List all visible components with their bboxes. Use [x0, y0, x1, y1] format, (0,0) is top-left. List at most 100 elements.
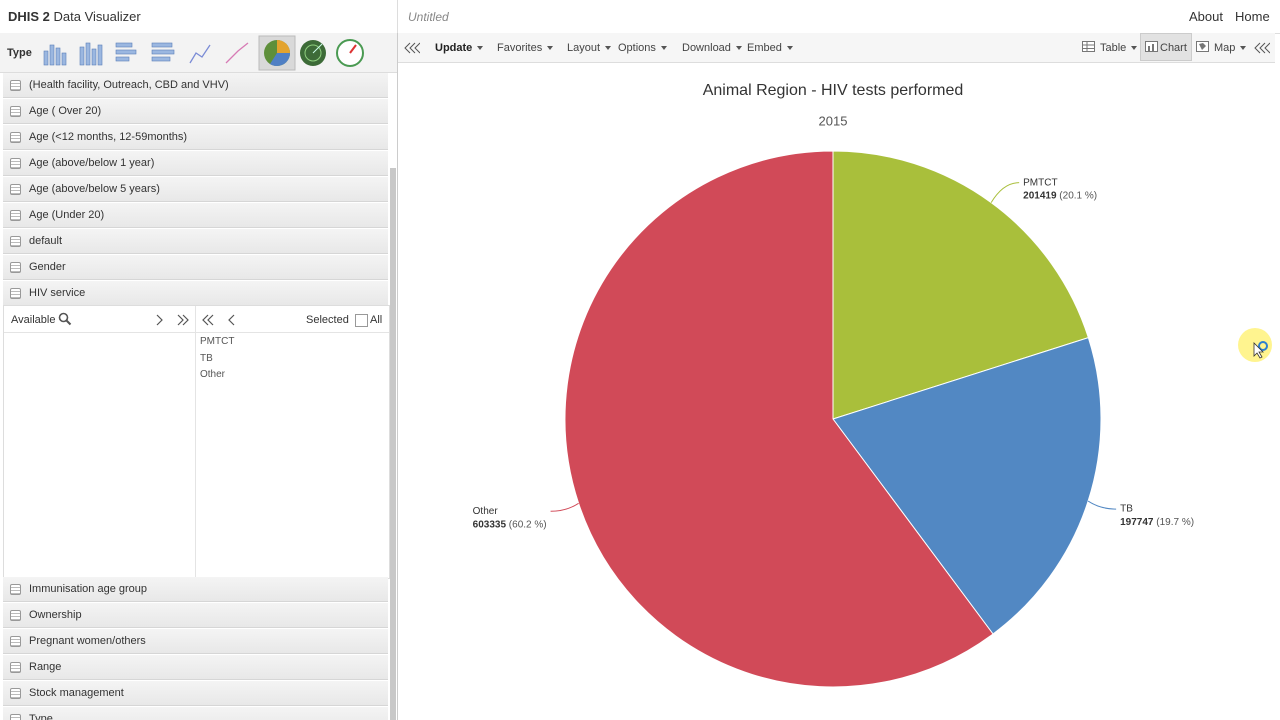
search-icon[interactable] [58, 312, 72, 326]
left-panel: Type (Health facility, Outreach, CBD and… [0, 33, 398, 720]
select-arrows[interactable] [154, 314, 194, 326]
dimension-row[interactable]: HIV service [3, 281, 388, 306]
value-number: 201419 [1023, 190, 1057, 201]
selected-item[interactable]: PMTCT [200, 336, 235, 347]
toolbar-button[interactable]: Chart [1160, 42, 1187, 54]
type-bar: Type [0, 33, 397, 73]
deselect-arrows[interactable] [200, 314, 240, 326]
value-number: 197747 [1120, 517, 1154, 528]
dimension-label: Age ( Over 20) [29, 105, 102, 117]
dimension-icon [10, 610, 21, 621]
dimension-row[interactable]: Age (above/below 1 year) [3, 151, 388, 176]
dimension-icon [10, 288, 21, 299]
value-percent: (20.1 %) [1059, 190, 1097, 201]
dimension-icon [10, 236, 21, 247]
dimension-row[interactable]: Type [3, 707, 388, 720]
dimension-label: Type [29, 713, 53, 720]
type-label: Type [7, 47, 32, 59]
toolbar: Update Favorites Layout Options Download Embe… [398, 33, 1275, 63]
toolbar-button[interactable]: Table [1100, 42, 1137, 54]
dimension-icon [10, 210, 21, 221]
brand: DHIS 2 [8, 9, 50, 24]
value-percent: (60.2 %) [509, 519, 547, 530]
dimension-row[interactable]: Age ( Over 20) [3, 99, 388, 124]
dimension-row[interactable]: Ownership [3, 603, 388, 628]
toolbar-button[interactable]: Embed [747, 42, 793, 54]
dimension-label: Age (Under 20) [29, 209, 105, 221]
selector-header [4, 306, 389, 333]
data-label: PMTCT 201419 (20.1 %) [1023, 177, 1097, 201]
table-icon [1082, 41, 1095, 52]
dimension-icon [10, 158, 21, 169]
pie-slice [832, 150, 1089, 420]
toolbar-button[interactable]: Layout [567, 42, 611, 54]
label-name: Other [473, 506, 499, 517]
home-link[interactable]: Home [1235, 9, 1270, 24]
selected-item[interactable]: TB [200, 352, 213, 364]
selector: Available Selected All PMTCT TB Other [3, 305, 390, 579]
app-name: Data Visualizer [53, 9, 141, 24]
dimension-icon [10, 132, 21, 143]
label-value: 603335 (60.2 %) [473, 519, 547, 530]
toolbar-button[interactable]: Update [435, 42, 483, 54]
selected-label: Selected [306, 314, 349, 326]
pie-slice [832, 337, 1102, 635]
dimension-icon [10, 184, 21, 195]
dimension-icon [10, 584, 21, 595]
scrollbar [390, 168, 396, 720]
dimension-label: Range [29, 661, 62, 673]
dimension-label: Gender [29, 261, 66, 273]
dimension-label: Age (<12 months, 12-59months) [29, 131, 188, 143]
label-name: PMTCT [1023, 177, 1057, 188]
all-checkbox[interactable] [355, 314, 368, 327]
dimension-label: HIV service [29, 287, 86, 299]
value-percent: (19.7 %) [1156, 517, 1194, 528]
chart-title: Animal Region - HIV tests performed [703, 82, 964, 99]
dimension-icon [10, 662, 21, 673]
dimension-label: Age (above/below 1 year) [29, 157, 155, 169]
dimension-row[interactable]: Gender [3, 255, 388, 280]
app-title: DHIS 2 Data Visualizer [8, 9, 141, 24]
about-link[interactable]: About [1189, 9, 1223, 24]
dimension-label: Age (above/below 5 years) [29, 183, 160, 195]
leader-line [1087, 500, 1117, 510]
label-name: TB [1120, 504, 1133, 515]
dimension-label: Pregnant women/others [29, 635, 146, 647]
dimension-icon [10, 714, 21, 720]
dimension-row[interactable]: default [3, 229, 388, 254]
chart-type-icons [43, 35, 364, 71]
collapse-right[interactable] [1254, 42, 1270, 54]
chart: Animal Region - HIV tests performed 2015… [473, 82, 1194, 688]
selector-divider [195, 306, 196, 578]
dimension-row[interactable]: Age (<12 months, 12-59months) [3, 125, 388, 150]
dimension-row[interactable]: Range [3, 655, 388, 680]
leader-line [550, 502, 579, 512]
dimension-icon [10, 688, 21, 699]
chart-icon [1145, 41, 1158, 52]
dimension-row[interactable]: Age (above/below 5 years) [3, 177, 388, 202]
toolbar-button[interactable]: Favorites [497, 42, 553, 54]
label-value: 197747 (19.7 %) [1120, 517, 1194, 528]
toolbar-button[interactable]: Map [1214, 42, 1246, 54]
collapse-left[interactable] [404, 42, 420, 54]
dimension-label: (Health facility, Outreach, CBD and VHV) [29, 79, 229, 91]
leader-line [990, 182, 1020, 203]
chart-subtitle: 2015 [819, 113, 848, 128]
data-label: Other 603335 (60.2 %) [473, 506, 547, 530]
dimension-row[interactable]: Age (Under 20) [3, 203, 388, 228]
map-icon [1196, 41, 1209, 52]
toolbar-button[interactable]: Options [618, 42, 667, 54]
dimension-row[interactable]: Pregnant women/others [3, 629, 388, 654]
dimension-icon [10, 262, 21, 273]
toolbar-button[interactable]: Download [682, 42, 742, 54]
dimension-icon [10, 636, 21, 647]
dimension-row[interactable]: Stock management [3, 681, 388, 706]
data-label: TB 197747 (19.7 %) [1120, 504, 1194, 528]
selected-item[interactable]: Other [200, 369, 226, 380]
dimension-row[interactable]: (Health facility, Outreach, CBD and VHV) [3, 73, 388, 98]
pie-slice [564, 150, 994, 688]
value-number: 603335 [473, 519, 507, 530]
dimension-row[interactable]: Immunisation age group [3, 577, 388, 602]
available-label: Available [11, 314, 56, 326]
